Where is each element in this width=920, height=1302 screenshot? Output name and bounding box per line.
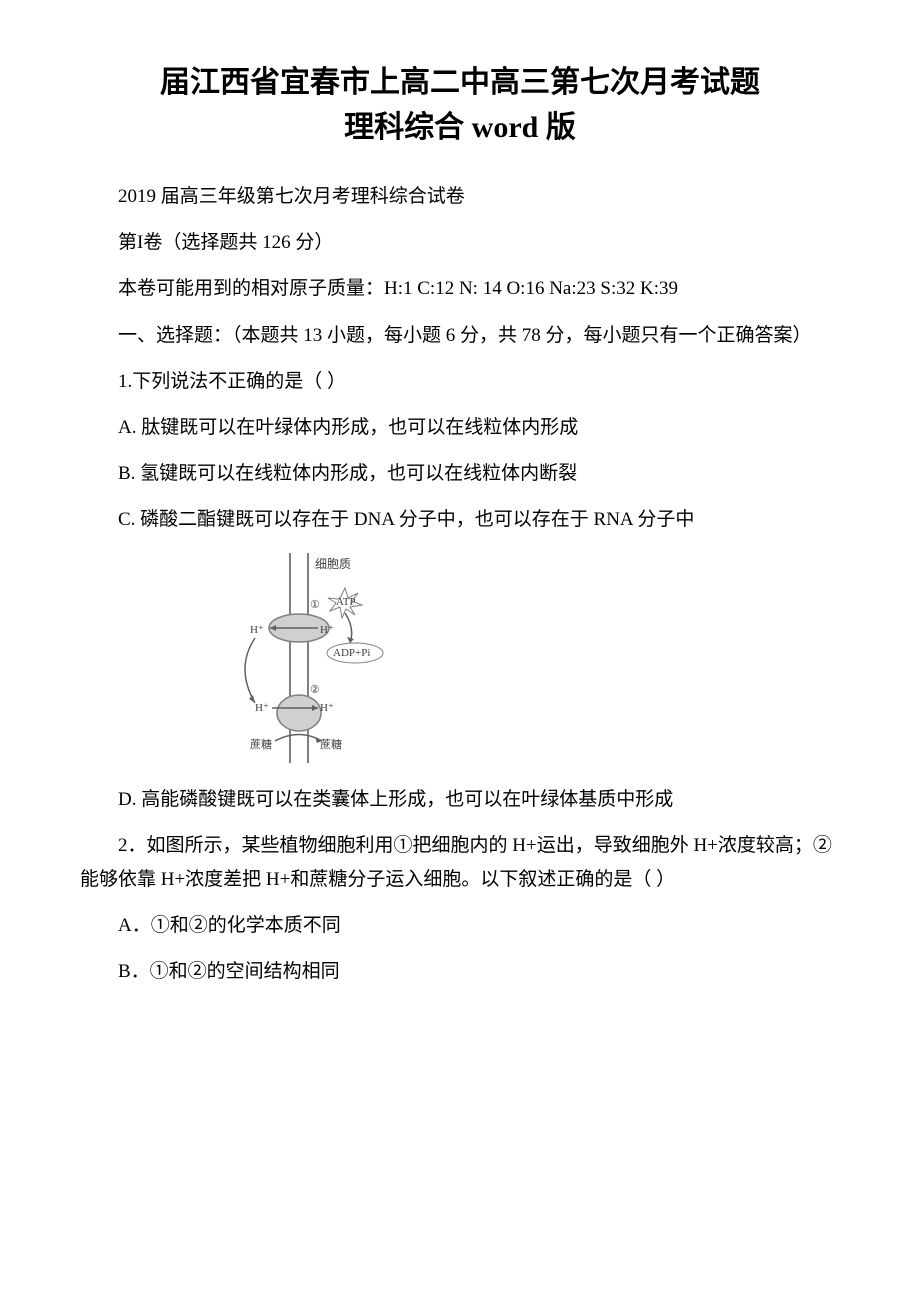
adp-pi-label: ADP+Pi xyxy=(333,647,370,659)
instruction-line: 一、选择题：（本题共 13 小题，每小题 6 分，共 78 分，每小题只有一个正… xyxy=(80,319,840,353)
header-line: 2019 届高三年级第七次月考理科综合试卷 xyxy=(80,180,840,214)
atomic-mass-line: 本卷可能用到的相对原子质量：H:1 C:12 N: 14 O:16 Na:23 … xyxy=(80,272,840,306)
q1-option-d: D. 高能磷酸键既可以在类囊体上形成，也可以在叶绿体基质中形成 xyxy=(80,783,840,817)
protein-2 xyxy=(277,695,321,731)
sucrose-left: 蔗糖 xyxy=(250,737,272,751)
cytoplasm-label: 细胞质 xyxy=(315,557,351,571)
title-line-1: 届江西省宜春市上高二中高三第七次月考试题 xyxy=(80,60,840,105)
curve-arrow-left xyxy=(245,638,255,703)
atp-label: ATP xyxy=(336,596,356,608)
q1-option-c: C. 磷酸二酯键既可以存在于 DNA 分子中，也可以存在于 RNA 分子中 xyxy=(80,503,840,537)
circle-2-label: ② xyxy=(310,684,320,696)
h-plus-right-2: H⁺ xyxy=(320,702,334,714)
membrane-diagram: 细胞质 ① ATP ADP+Pi H⁺ H⁺ ② H⁺ xyxy=(200,553,840,768)
atp-arrow-head xyxy=(347,637,354,643)
h-plus-left-1: H⁺ xyxy=(250,624,264,636)
diagram-svg: 细胞质 ① ATP ADP+Pi H⁺ H⁺ ② H⁺ xyxy=(200,553,420,763)
q1-stem: 1.下列说法不正确的是（ ） xyxy=(80,365,840,399)
q2-stem: 2．如图所示，某些植物细胞利用①把细胞内的 H+运出，导致细胞外 H+浓度较高；… xyxy=(80,829,840,897)
q1-option-b: B. 氢键既可以在线粒体内形成，也可以在线粒体内断裂 xyxy=(80,457,840,491)
q2-option-a: A．①和②的化学本质不同 xyxy=(80,909,840,943)
title-line-2: 理科综合 word 版 xyxy=(80,105,840,150)
q1-option-a: A. 肽键既可以在叶绿体内形成，也可以在线粒体内形成 xyxy=(80,411,840,445)
sucrose-arrow xyxy=(275,734,322,741)
section-line: 第I卷（选择题共 126 分） xyxy=(80,226,840,260)
circle-1-label: ① xyxy=(310,599,320,611)
h-plus-right-1: H⁺ xyxy=(320,624,334,636)
q2-option-b: B．①和②的空间结构相同 xyxy=(80,955,840,989)
sucrose-right: 蔗糖 xyxy=(320,737,342,751)
h-plus-left-2: H⁺ xyxy=(255,702,269,714)
